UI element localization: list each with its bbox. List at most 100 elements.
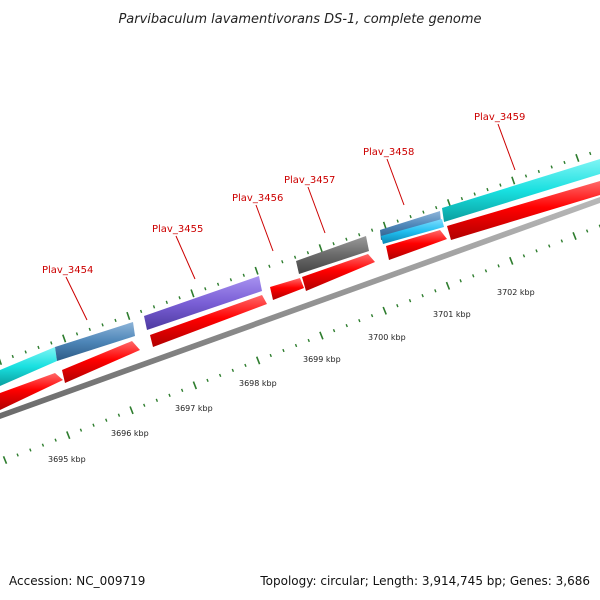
lower-tick	[585, 229, 589, 233]
lower-tick	[16, 453, 19, 457]
feature-plav-3454[interactable]	[55, 322, 135, 361]
gene-labels: Plav_3454 Plav_3455 Plav_3456 Plav_3457 …	[42, 112, 525, 276]
lower-tick	[472, 274, 475, 278]
lower-tick	[345, 323, 348, 328]
feature-plav-3458-b[interactable]	[381, 219, 444, 244]
upper-tick	[332, 242, 335, 246]
upper-tick	[75, 332, 79, 336]
cds-arrow-5[interactable]	[302, 254, 375, 291]
upper-tick	[460, 196, 464, 201]
upper-tick	[242, 273, 245, 277]
cds-arrow-7[interactable]	[447, 181, 600, 240]
map-title: Parvibaculum lavamentivorans DS-1, compl…	[118, 12, 481, 27]
lower-tick	[155, 398, 159, 402]
upper-tick	[165, 300, 168, 305]
cds-arrow-4[interactable]	[270, 278, 304, 300]
upper-tick	[281, 260, 284, 264]
upper-tick	[139, 309, 143, 314]
gene-label-leaders	[65, 123, 516, 321]
kbp-label-3696: 3696 kbp	[111, 429, 149, 438]
feature-cyan-left[interactable]	[0, 347, 57, 386]
feature-track	[0, 159, 600, 386]
upper-tick	[293, 255, 297, 259]
feature-plav-3455[interactable]	[144, 276, 262, 330]
kbp-label-3702: 3702 kbp	[497, 288, 535, 297]
gene-label-plav-3459[interactable]: Plav_3459	[474, 112, 525, 123]
lower-tick	[509, 256, 514, 265]
lower-tick	[206, 378, 209, 383]
cds-arrow-1[interactable]	[0, 373, 63, 410]
leader-plav-3459	[497, 123, 516, 171]
cds-track	[0, 181, 600, 410]
upper-tick	[435, 205, 438, 210]
lower-tick	[29, 448, 32, 452]
lower-tick	[168, 393, 171, 397]
lower-tick	[459, 279, 462, 283]
gene-label-plav-3455[interactable]: Plav_3455	[152, 224, 203, 235]
lower-tick	[218, 373, 222, 378]
lower-tick	[117, 413, 121, 417]
feature-plav-3457[interactable]	[296, 236, 369, 274]
upper-tick	[254, 266, 259, 275]
lower-tick	[445, 281, 451, 290]
upper-tick	[550, 165, 553, 169]
lower-tick	[548, 244, 551, 248]
gene-label-plav-3458[interactable]: Plav_3458	[363, 147, 414, 158]
lower-tick	[434, 289, 437, 293]
lower-tick	[41, 443, 45, 447]
lower-tick	[282, 348, 285, 353]
lower-tick	[358, 318, 361, 323]
upper-tick	[24, 350, 27, 354]
upper-tick	[101, 323, 104, 327]
lower-tick	[143, 403, 146, 407]
lower-tick	[180, 388, 184, 392]
leader-plav-3458	[386, 158, 405, 206]
upper-tick	[229, 278, 233, 282]
upper-tick	[473, 192, 476, 196]
kbp-label-3699: 3699 kbp	[303, 355, 341, 364]
upper-tick	[114, 318, 117, 323]
upper-tick	[524, 174, 528, 178]
upper-tick	[370, 228, 374, 232]
upper-tick	[499, 183, 502, 187]
cds-arrow-2[interactable]	[62, 341, 140, 383]
feature-plav-3459[interactable]	[442, 159, 600, 222]
accession-text: Accession: NC_009719	[9, 574, 145, 588]
lower-tick	[255, 356, 261, 365]
genome-backbone	[0, 197, 600, 419]
lower-tick	[92, 423, 95, 427]
leader-plav-3456	[255, 204, 274, 252]
cds-arrow-3[interactable]	[150, 295, 267, 347]
lower-tick	[560, 239, 564, 243]
cds-arrow-6[interactable]	[386, 230, 447, 260]
upper-tick	[486, 187, 489, 192]
lower-tick	[129, 406, 134, 415]
upper-tick	[409, 214, 412, 219]
upper-tick	[396, 219, 399, 223]
lower-tick	[421, 294, 424, 298]
upper-tick	[190, 289, 195, 298]
lower-tick	[105, 418, 108, 422]
lower-tick	[408, 299, 412, 303]
kbp-label-3698: 3698 kbp	[239, 379, 277, 388]
upper-tick	[563, 160, 566, 165]
lower-tick	[572, 232, 577, 240]
gene-label-plav-3454[interactable]: Plav_3454	[42, 265, 93, 276]
upper-tick	[11, 354, 14, 359]
upper-tick	[575, 153, 580, 162]
lower-tick	[382, 306, 387, 315]
leader-plav-3457	[307, 186, 326, 234]
upper-tick	[204, 287, 207, 291]
upper-tick	[178, 296, 181, 300]
lower-tick	[79, 428, 83, 432]
lower-tick	[231, 368, 235, 373]
leader-plav-3454	[65, 276, 88, 321]
upper-tick	[422, 210, 425, 214]
lower-tick	[2, 455, 8, 465]
upper-tick	[589, 151, 592, 156]
gene-label-plav-3457[interactable]: Plav_3457	[284, 175, 335, 186]
coordinate-tick-row	[2, 224, 600, 465]
upper-tick	[50, 341, 53, 345]
gene-label-plav-3456[interactable]: Plav_3456	[232, 193, 283, 204]
lower-tick	[332, 328, 336, 333]
